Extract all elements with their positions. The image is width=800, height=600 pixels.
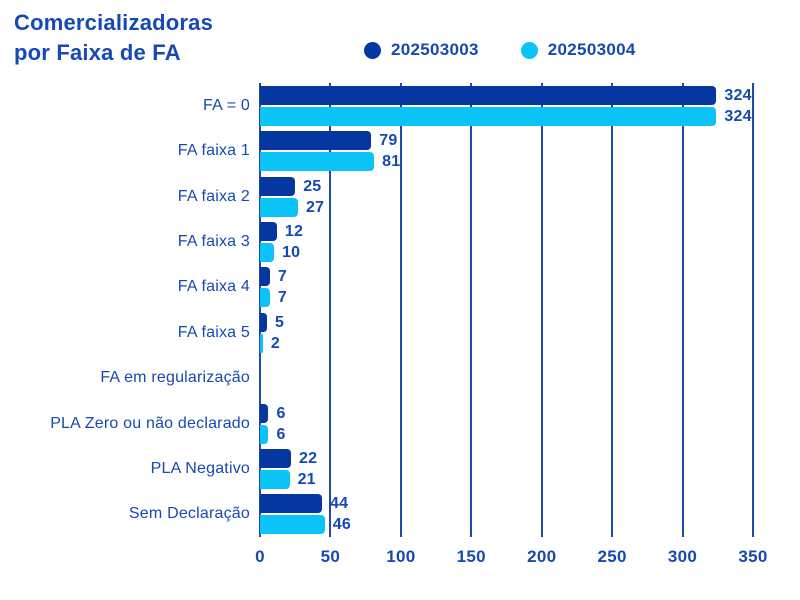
x-tick-label: 200 bbox=[527, 547, 557, 566]
gridline bbox=[399, 83, 402, 537]
legend-label: 202503004 bbox=[547, 40, 636, 59]
category-label: FA = 0 bbox=[202, 96, 250, 114]
legend-dot-icon bbox=[364, 41, 381, 59]
x-tick-label: 350 bbox=[738, 547, 768, 566]
category-label: FA faixa 3 bbox=[177, 232, 250, 250]
bar-202503004[interactable] bbox=[260, 197, 299, 217]
value-label: 6 bbox=[276, 425, 286, 443]
bar-202503004[interactable] bbox=[260, 288, 270, 308]
bar-202503003[interactable] bbox=[260, 312, 268, 332]
legend-item-202503004[interactable]: 202503004 bbox=[520, 40, 636, 60]
gridline bbox=[540, 83, 543, 537]
x-tick-label: 100 bbox=[386, 547, 416, 566]
gridline bbox=[329, 83, 332, 537]
value-label: 27 bbox=[306, 198, 325, 216]
bar-202503003[interactable] bbox=[260, 448, 291, 468]
bar-202503003[interactable] bbox=[260, 494, 322, 514]
bar-202503003[interactable] bbox=[260, 131, 372, 151]
value-label: 44 bbox=[329, 495, 349, 513]
chart-title: Comercializadoras por Faixa de FA bbox=[14, 8, 213, 68]
value-label: 12 bbox=[284, 222, 304, 240]
value-label: 5 bbox=[275, 313, 285, 331]
value-label: 81 bbox=[382, 153, 401, 171]
bar-202503004[interactable] bbox=[260, 469, 290, 489]
x-tick-label: 300 bbox=[667, 547, 698, 566]
value-label: 6 bbox=[276, 404, 286, 422]
value-label: 25 bbox=[303, 177, 322, 195]
gridline bbox=[611, 83, 614, 537]
x-tick-label: 50 bbox=[320, 547, 341, 566]
value-label: 46 bbox=[332, 516, 351, 534]
bar-202503003[interactable] bbox=[260, 403, 269, 423]
legend-label: 202503003 bbox=[391, 40, 479, 59]
y-axis-line bbox=[259, 83, 261, 537]
gridline bbox=[752, 83, 754, 537]
value-label: 7 bbox=[277, 268, 287, 286]
value-label: 10 bbox=[282, 243, 301, 261]
chart-title-line1: Comercializadoras bbox=[14, 10, 214, 35]
x-tick-label: 250 bbox=[597, 547, 627, 566]
category-label: FA em regularização bbox=[100, 369, 250, 387]
bar-202503004[interactable] bbox=[260, 515, 325, 535]
legend-item-202503003[interactable]: 202503003 bbox=[364, 40, 479, 60]
bar-202503004[interactable] bbox=[260, 424, 269, 444]
category-label: FA faixa 2 bbox=[177, 187, 250, 205]
gridline bbox=[470, 83, 473, 537]
legend: 202503003 202503004 bbox=[364, 40, 636, 60]
category-label: Sem Declaração bbox=[128, 505, 250, 523]
bar-202503004[interactable] bbox=[260, 106, 717, 126]
bar-202503003[interactable] bbox=[260, 221, 277, 241]
value-label: 21 bbox=[297, 470, 316, 488]
bar-202503004[interactable] bbox=[260, 333, 263, 353]
value-label: 2 bbox=[270, 334, 280, 352]
value-label: 324 bbox=[724, 86, 752, 104]
gridline bbox=[681, 83, 684, 537]
value-label: 22 bbox=[298, 449, 318, 467]
chart-title-line2: por Faixa de FA bbox=[14, 40, 181, 65]
bar-202503004[interactable] bbox=[260, 152, 375, 172]
category-label: FA faixa 4 bbox=[177, 278, 250, 296]
legend-dot-icon bbox=[520, 41, 538, 59]
category-label: FA faixa 1 bbox=[177, 142, 250, 160]
value-label: 7 bbox=[277, 289, 287, 307]
value-label: 324 bbox=[724, 107, 752, 125]
bar-202503003[interactable] bbox=[260, 85, 717, 105]
category-label: PLA Zero ou não declarado bbox=[50, 414, 250, 432]
x-tick-label: 150 bbox=[456, 547, 486, 566]
category-label: PLA Negativo bbox=[150, 459, 250, 477]
bar-202503003[interactable] bbox=[260, 267, 270, 287]
bar-202503004[interactable] bbox=[260, 242, 275, 262]
x-tick-label: 0 bbox=[255, 547, 265, 566]
value-label: 79 bbox=[379, 132, 398, 150]
category-label: FA faixa 5 bbox=[177, 323, 250, 341]
bar-202503003[interactable] bbox=[260, 176, 296, 196]
